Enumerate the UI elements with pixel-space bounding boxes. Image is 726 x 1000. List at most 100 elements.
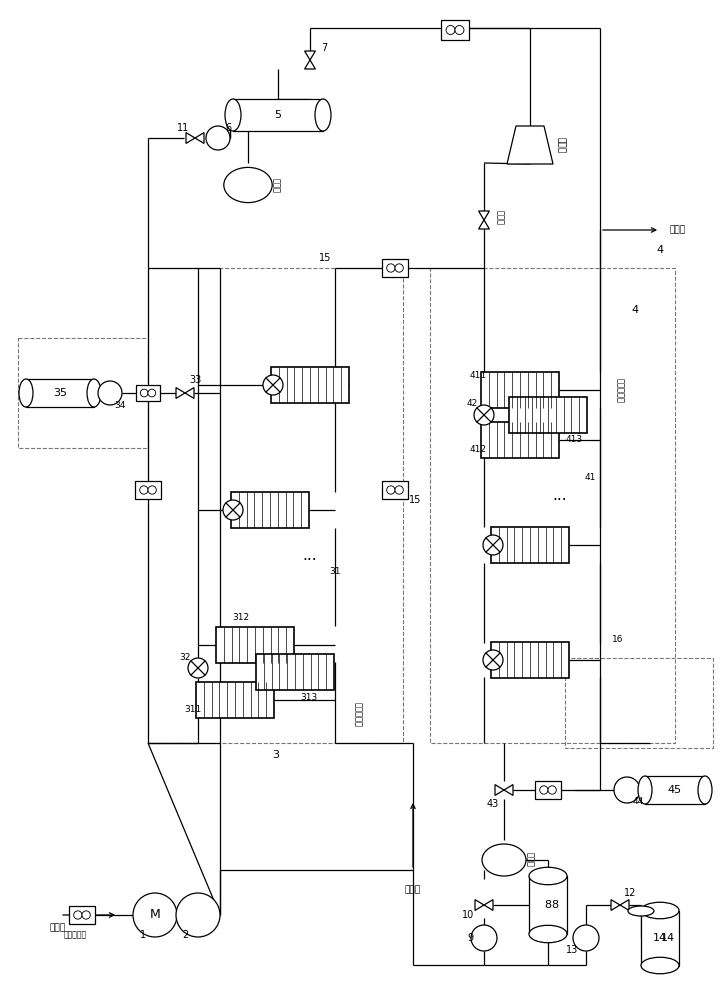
- Polygon shape: [475, 900, 484, 910]
- Text: 4: 4: [656, 245, 664, 255]
- Circle shape: [148, 389, 155, 397]
- Text: M: M: [150, 908, 160, 922]
- Circle shape: [188, 658, 208, 678]
- Polygon shape: [620, 900, 629, 910]
- Text: 43: 43: [487, 799, 499, 809]
- Text: 吹扫气: 吹扫气: [405, 886, 421, 894]
- Circle shape: [139, 486, 148, 494]
- Text: 8: 8: [544, 900, 552, 910]
- Bar: [481, 422, 559, 458]
- Polygon shape: [495, 785, 504, 795]
- Text: 质量流量计: 质量流量计: [63, 930, 86, 940]
- Circle shape: [263, 375, 283, 395]
- Ellipse shape: [638, 776, 652, 804]
- Polygon shape: [185, 388, 194, 398]
- Circle shape: [446, 26, 455, 34]
- Circle shape: [387, 264, 395, 272]
- Text: 35: 35: [53, 388, 67, 398]
- Text: 6: 6: [225, 123, 231, 133]
- Circle shape: [395, 264, 404, 272]
- Polygon shape: [305, 51, 315, 60]
- Bar: [430, 268, 675, 743]
- Circle shape: [614, 777, 640, 803]
- Bar: [481, 372, 559, 408]
- Bar: [645, 776, 705, 804]
- Ellipse shape: [641, 957, 679, 974]
- Bar: [136, 385, 160, 401]
- Text: 312: 312: [232, 612, 250, 621]
- Text: 412: 412: [470, 446, 486, 454]
- Polygon shape: [504, 785, 513, 795]
- Text: 10: 10: [462, 910, 474, 920]
- Text: 15: 15: [319, 253, 331, 263]
- Text: 吹扫气: 吹扫气: [670, 226, 686, 234]
- Text: 1: 1: [140, 930, 146, 940]
- Text: 2: 2: [182, 930, 188, 940]
- Ellipse shape: [482, 844, 526, 876]
- Circle shape: [483, 535, 503, 555]
- Text: 41: 41: [584, 474, 596, 483]
- Circle shape: [539, 786, 548, 794]
- Text: 45: 45: [668, 785, 682, 795]
- Text: 413: 413: [566, 436, 582, 444]
- Bar: [535, 781, 561, 799]
- Text: 3: 3: [272, 750, 279, 760]
- Bar: [382, 259, 408, 277]
- Text: 11: 11: [177, 123, 189, 133]
- Bar: [18, 338, 148, 448]
- Text: 4: 4: [632, 305, 639, 315]
- Text: 44: 44: [632, 798, 644, 806]
- Circle shape: [471, 925, 497, 951]
- Bar: [491, 642, 569, 678]
- Bar: [641, 910, 679, 966]
- Circle shape: [483, 650, 503, 670]
- Bar: [382, 481, 408, 499]
- Text: 14: 14: [653, 933, 667, 943]
- Bar: [233, 99, 323, 131]
- Polygon shape: [507, 126, 553, 164]
- Text: 13: 13: [566, 945, 578, 955]
- Text: 12: 12: [624, 888, 636, 898]
- Circle shape: [474, 405, 494, 425]
- Polygon shape: [478, 220, 489, 229]
- Text: 31: 31: [330, 568, 340, 576]
- Bar: [441, 20, 469, 40]
- Bar: [231, 492, 309, 528]
- Text: 真空泵: 真空泵: [526, 852, 534, 867]
- Text: 15: 15: [409, 495, 421, 505]
- Text: 313: 313: [301, 692, 318, 702]
- Circle shape: [82, 911, 90, 919]
- Bar: [529, 876, 567, 934]
- Bar: [196, 682, 274, 718]
- Bar: [491, 527, 569, 563]
- Text: 5: 5: [274, 110, 282, 120]
- Circle shape: [98, 381, 122, 405]
- Bar: [565, 658, 713, 748]
- Text: 第一扫气阀: 第一扫气阀: [354, 702, 362, 728]
- Text: 14: 14: [661, 933, 675, 943]
- Circle shape: [148, 486, 156, 494]
- Ellipse shape: [225, 99, 241, 131]
- Ellipse shape: [529, 867, 567, 885]
- Text: 8: 8: [552, 900, 558, 910]
- Ellipse shape: [19, 379, 33, 407]
- Bar: [69, 906, 95, 924]
- Text: 311: 311: [184, 706, 202, 714]
- Circle shape: [548, 786, 556, 794]
- Ellipse shape: [87, 379, 101, 407]
- Ellipse shape: [529, 925, 567, 943]
- Circle shape: [206, 126, 230, 150]
- Circle shape: [73, 911, 82, 919]
- Ellipse shape: [315, 99, 331, 131]
- Text: 32: 32: [179, 654, 191, 662]
- Bar: [509, 397, 587, 433]
- Circle shape: [176, 893, 220, 937]
- Ellipse shape: [641, 902, 679, 919]
- Circle shape: [395, 486, 404, 494]
- Polygon shape: [186, 133, 195, 143]
- Ellipse shape: [628, 906, 654, 916]
- Text: 33: 33: [189, 375, 201, 385]
- Circle shape: [133, 893, 177, 937]
- Text: 42: 42: [466, 398, 478, 408]
- Polygon shape: [484, 900, 493, 910]
